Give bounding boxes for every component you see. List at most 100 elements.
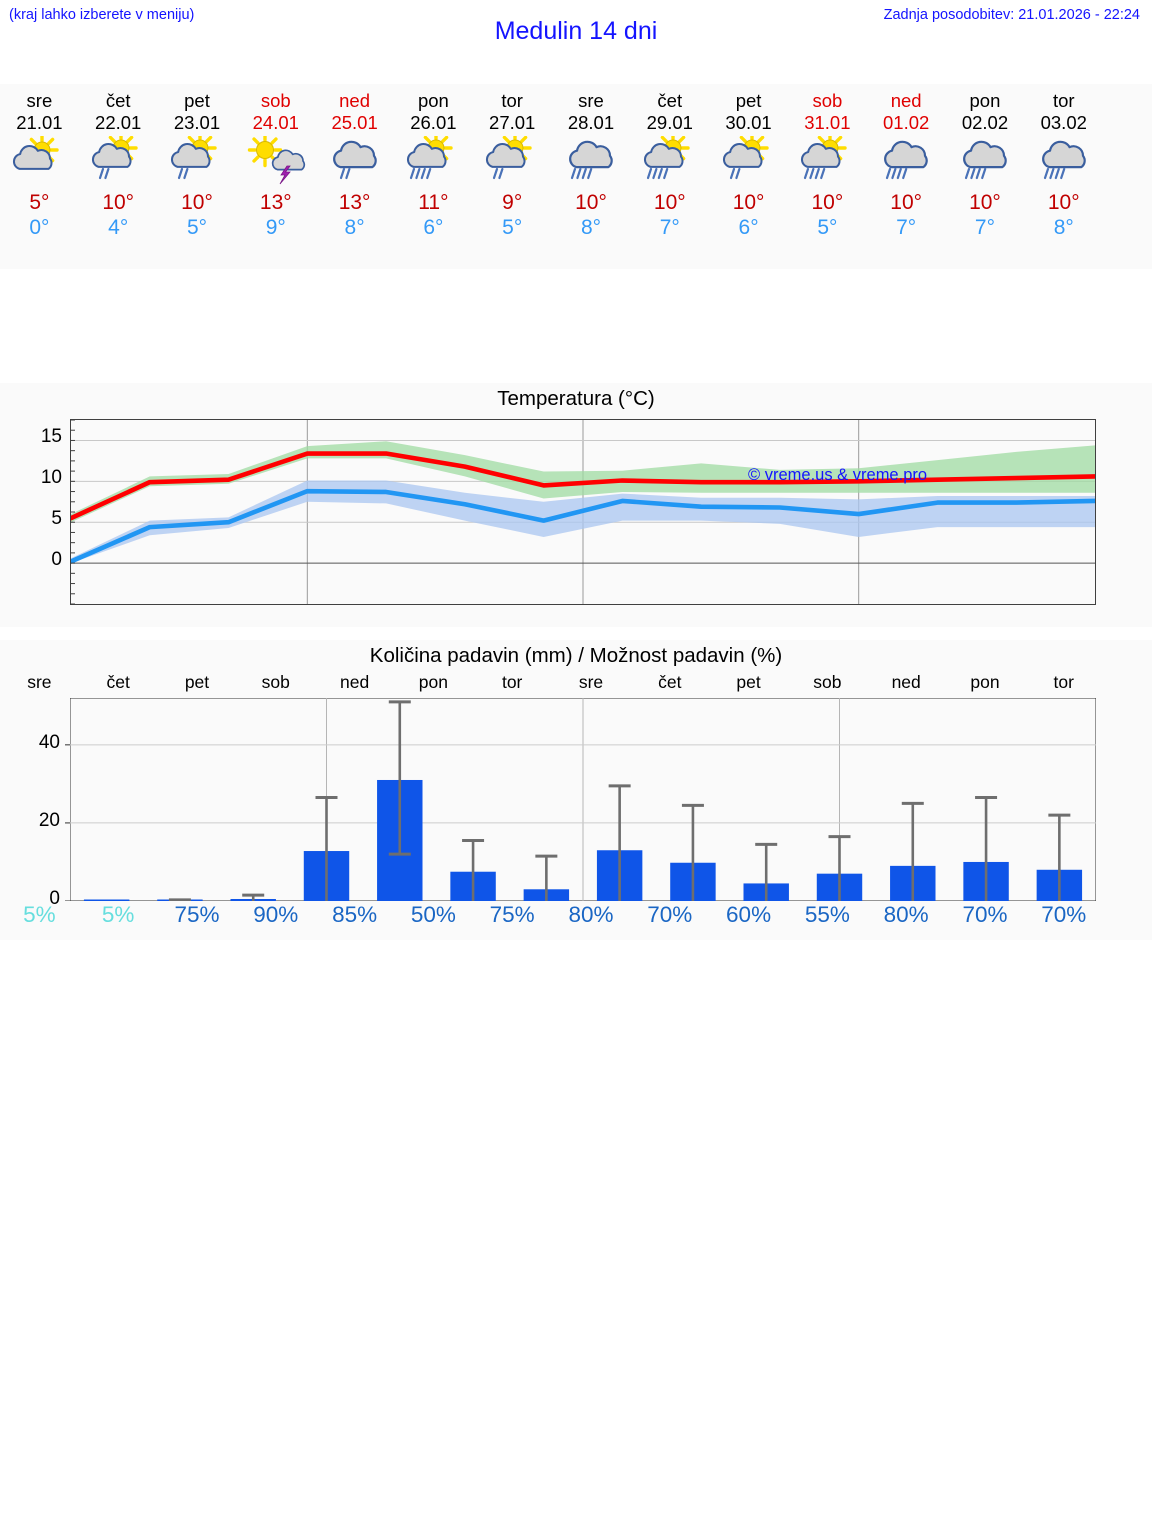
precipitation-day-label: ned [891,672,921,692]
precipitation-probability-label: 80% [883,902,929,927]
precipitation-day-label: čet [106,672,130,692]
precipitation-probability-label: 70% [1041,902,1087,927]
forecast-day-date: 23.01 [173,112,221,133]
precipitation-probability-label: 55% [804,902,850,927]
cloud-rain-icon [324,136,386,188]
forecast-temp-max: 10° [653,191,686,214]
sun-cloud-rain-icon [481,136,543,188]
cloud-heavyrain-icon [875,136,937,188]
forecast-day-date: 30.01 [725,112,772,133]
forecast-day-name: sre [26,90,53,111]
temperature-chart-title: Temperatura (°C) [497,387,655,410]
forecast-day-name: sob [812,90,843,111]
temperature-plot-area [70,419,1096,605]
precipitation-probability-label: 80% [568,902,614,927]
forecast-day-column[interactable]: sob 24.01 13° 9° [236,84,315,269]
forecast-temp-max: 10° [181,191,213,214]
forecast-temp-min: 8° [1053,216,1074,239]
precipitation-probability-label: 5% [23,902,56,927]
forecast-day-date: 22.01 [95,112,142,133]
sun-cloud-rain-icon [166,136,228,188]
precipitation-day-label: pet [736,672,761,692]
forecast-day-column[interactable]: tor 27.01 9° 5° [473,84,552,269]
forecast-temp-max: 10° [102,191,135,214]
forecast-temp-min: 6° [738,216,759,239]
forecast-temp-min: 5° [186,216,208,239]
page-title: Medulin 14 dni [494,17,658,45]
precipitation-day-label: pet [184,672,210,692]
forecast-day-column[interactable]: pon 02.02 10° 7° [946,84,1025,269]
precipitation-probability-label: 70% [647,902,693,927]
forecast-temp-min: 4° [108,216,129,239]
forecast-day-date: 02.02 [961,112,1009,133]
forecast-day-name: sob [260,90,291,111]
temperature-y-tick-label: 15 [40,426,62,448]
forecast-temp-min: 9° [265,216,286,239]
location-menu-note: (kraj lahko izberete v meniju) [9,7,195,23]
precipitation-probability-label: 50% [410,902,456,927]
sun-cloud-icon [8,136,70,188]
precipitation-plot-area [69,697,1097,1536]
forecast-temp-max: 11° [418,191,449,214]
forecast-day-name: čet [657,90,683,111]
forecast-day-column[interactable]: pon 26.01 11° 6° [394,84,473,269]
precipitation-day-label: tor [501,672,523,692]
precipitation-y-tick-label: 20 [38,809,60,831]
forecast-temp-max: 10° [969,191,1001,214]
precipitation-day-label: sre [578,672,604,692]
precipitation-chart-title: Količina padavin (mm) / Možnost padavin … [369,644,783,667]
precipitation-probability-label: 90% [253,902,299,927]
forecast-day-column[interactable]: ned 25.01 13° 8° [315,84,394,269]
sun-cloud-heavyrain-icon [402,136,464,188]
precipitation-probability-label: 75% [174,902,220,927]
precipitation-probability-label: 60% [726,902,772,927]
forecast-day-column[interactable]: sob 31.01 10° 5° [788,84,867,269]
temperature-chart-section: Temperatura (°C) 0 5 10 15 [0,383,1152,627]
precipitation-probability-label: 75% [489,902,535,927]
forecast-day-column[interactable]: tor 03.02 10° 8° [1024,84,1103,269]
forecast-temp-min: 7° [896,216,917,239]
forecast-temp-max: 10° [811,191,844,214]
forecast-day-name: tor [501,90,523,111]
precipitation-day-label: ned [339,672,370,692]
forecast-day-name: sre [578,90,604,111]
forecast-temp-max: 9° [502,191,523,214]
forecast-temp-max: 10° [732,191,765,214]
forecast-day-name: ned [890,90,922,111]
header-bar: (kraj lahko izberete v meniju) Medulin 1… [0,0,1152,56]
forecast-day-date: 25.01 [331,112,378,133]
precipitation-day-label: sre [27,672,52,692]
forecast-day-date: 24.01 [252,112,299,133]
forecast-temp-max: 10° [575,191,607,214]
temperature-y-tick-label: 10 [40,467,62,489]
precipitation-percent-row: 5% 5% 75% 90% 85% 50% 75% 80% 70% 60% 55% 80% 70% 70% [0,902,1152,938]
forecast-day-column[interactable]: pet 30.01 10° 6° [709,84,788,269]
sun-cloud-rain-icon [718,136,780,188]
forecast-day-date: 27.01 [489,112,536,133]
forecast-day-column[interactable]: sre 28.01 10° 8° [552,84,631,269]
watermark-text: © vreme.us & vreme.pro [748,466,928,484]
precipitation-day-labels: sre čet pet sob ned pon tor sre čet pet sob ned pon t… [0,672,1152,696]
forecast-day-name: pet [184,90,210,111]
forecast-day-name: tor [1052,90,1075,111]
sun-cloud-heavyrain-icon [639,136,701,188]
forecast-day-date: 28.01 [567,112,615,133]
forecast-day-column[interactable]: čet 22.01 10° 4° [79,84,158,269]
precipitation-day-label: čet [658,672,682,692]
temperature-y-tick-label: 5 [51,508,62,530]
precipitation-probability-label: 70% [962,902,1008,927]
forecast-day-column[interactable]: čet 29.01 10° 7° [630,84,709,269]
forecast-temp-max: 10° [1047,191,1080,214]
forecast-temp-min: 7° [974,216,995,239]
forecast-day-column[interactable]: sre 21.01 5° 0° [0,84,79,269]
forecast-temp-min: 8° [344,216,365,239]
forecast-day-column[interactable]: ned 01.02 10° 7° [867,84,946,269]
sun-cloud-heavyrain-icon [796,136,858,188]
cloud-heavyrain-icon [954,136,1016,188]
forecast-day-date: 21.01 [16,112,63,133]
forecast-temp-min: 8° [580,216,602,239]
forecast-day-date: 29.01 [646,112,693,133]
forecast-day-column[interactable]: pet 23.01 10° 5° [158,84,237,269]
cloud-heavyrain-icon [560,136,622,188]
precipitation-chart-section: Količina padavin (mm) / Možnost padavin … [0,640,1152,940]
